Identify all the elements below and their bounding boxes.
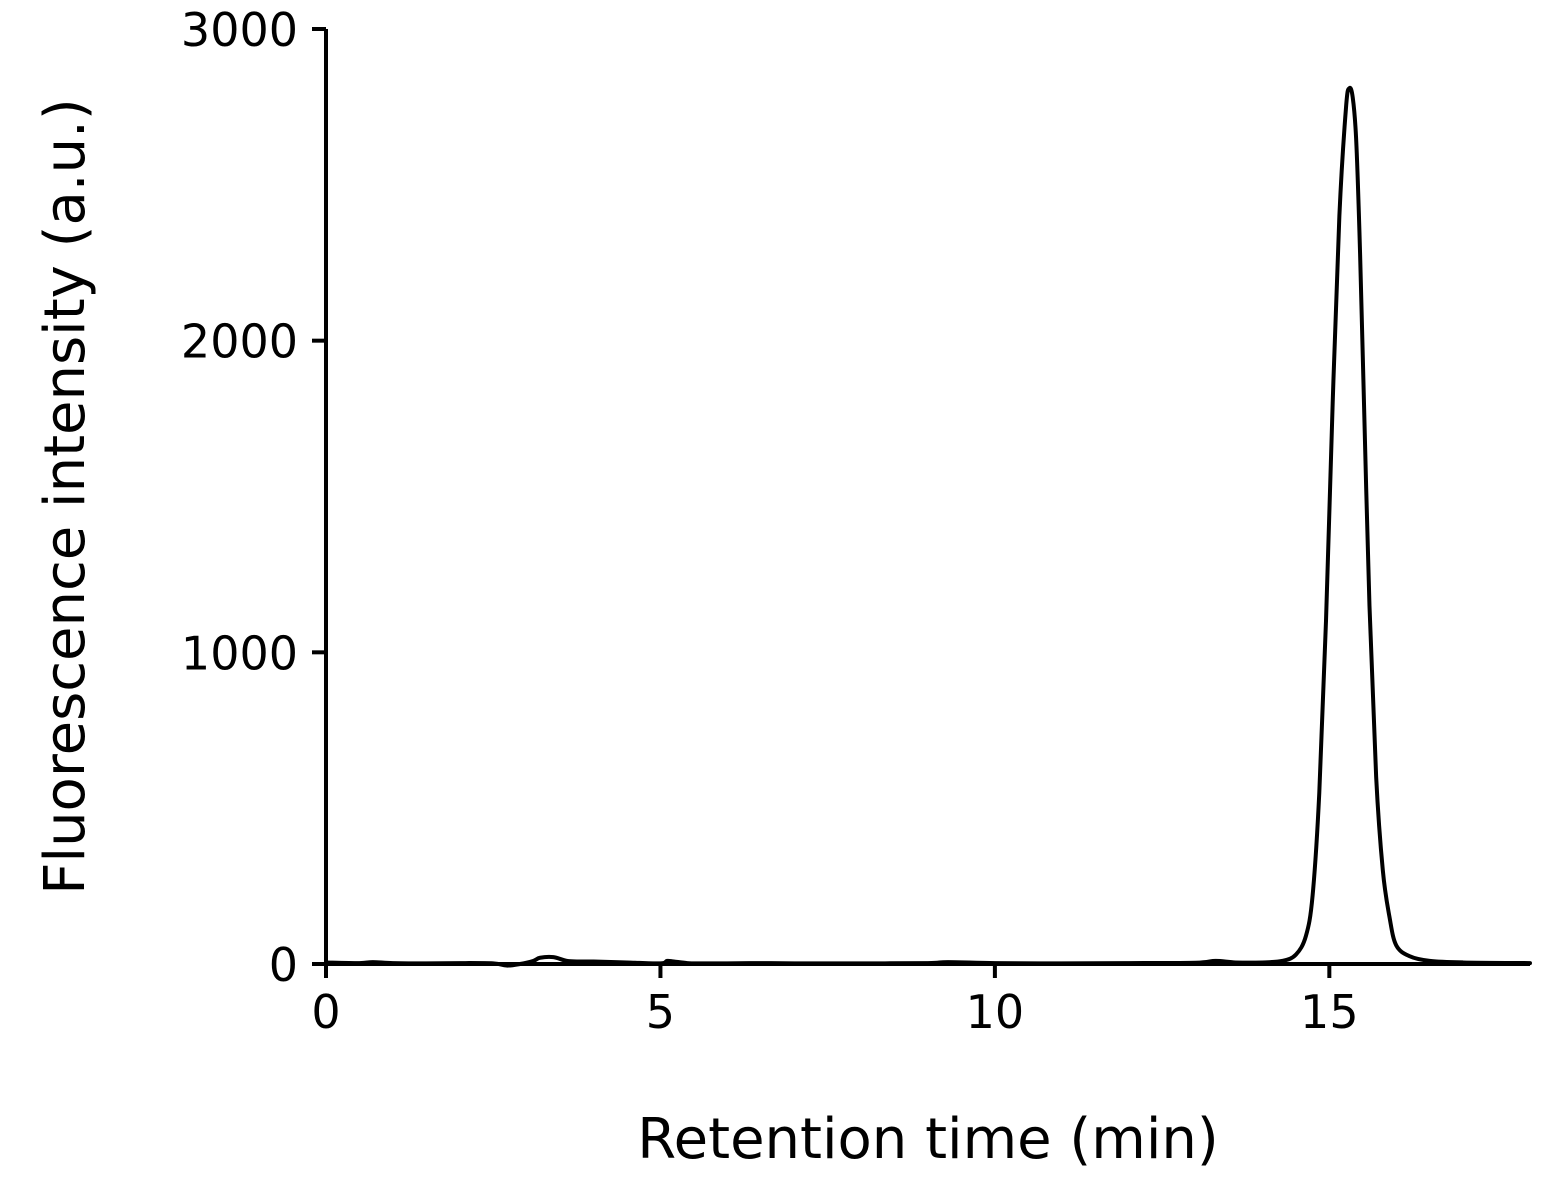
axes: [324, 29, 1530, 966]
x-tick-label: 0: [311, 985, 340, 1039]
y-tick-label: 1000: [181, 626, 298, 680]
x-tick-label: 5: [646, 985, 675, 1039]
x-tick-label: 10: [966, 985, 1025, 1039]
plot-area: [324, 85, 1532, 968]
y-tick-label: 0: [269, 938, 298, 992]
y-tick-label: 2000: [181, 315, 298, 369]
x-ticks: 0 5 10 15: [311, 964, 1359, 1039]
y-ticks: 0 1000 2000 3000: [181, 3, 326, 992]
y-axis-label: Fluorescence intensity (a.u.): [33, 98, 98, 894]
x-axis-label: Retention time (min): [637, 1107, 1218, 1172]
y-tick-label: 3000: [181, 3, 298, 57]
chromatogram-trace: [324, 85, 1532, 968]
x-tick-label: 15: [1300, 985, 1359, 1039]
